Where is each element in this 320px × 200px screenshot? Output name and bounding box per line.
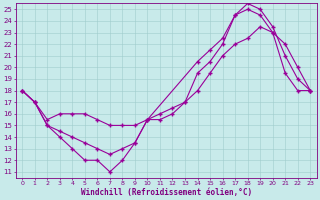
X-axis label: Windchill (Refroidissement éolien,°C): Windchill (Refroidissement éolien,°C) <box>81 188 252 197</box>
